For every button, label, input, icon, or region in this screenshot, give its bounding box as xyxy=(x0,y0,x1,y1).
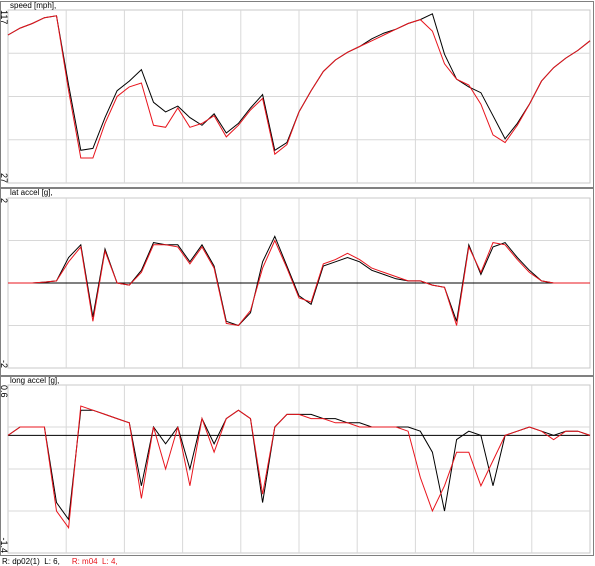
panel-title: speed [mph], xyxy=(10,1,56,10)
panel-frame xyxy=(0,188,594,376)
panel-title: lat accel [g], xyxy=(10,188,53,197)
y-tick-label: 0.6 xyxy=(0,385,9,398)
panel-frame xyxy=(0,1,594,188)
panel-title: long accel [g], xyxy=(10,376,59,385)
trace-line xyxy=(7,405,591,530)
y-tick-label: 27 xyxy=(0,173,9,183)
legend-entry: R: dp02(1) L: 6, xyxy=(2,557,60,566)
trace-line xyxy=(8,235,590,327)
panel-frame xyxy=(0,376,594,556)
y-tick-label: -1.4 xyxy=(0,537,9,553)
y-tick-label: 2 xyxy=(0,198,9,203)
legend-entry: R: m04 L: 4, xyxy=(72,557,118,566)
trace-line xyxy=(8,239,590,327)
y-tick-label: 117 xyxy=(0,10,9,24)
trace-line xyxy=(7,15,591,159)
y-tick-label: -2 xyxy=(0,360,9,368)
footer-legend: R: dp02(1) L: 6, R: m04 L: 4, xyxy=(2,557,118,566)
